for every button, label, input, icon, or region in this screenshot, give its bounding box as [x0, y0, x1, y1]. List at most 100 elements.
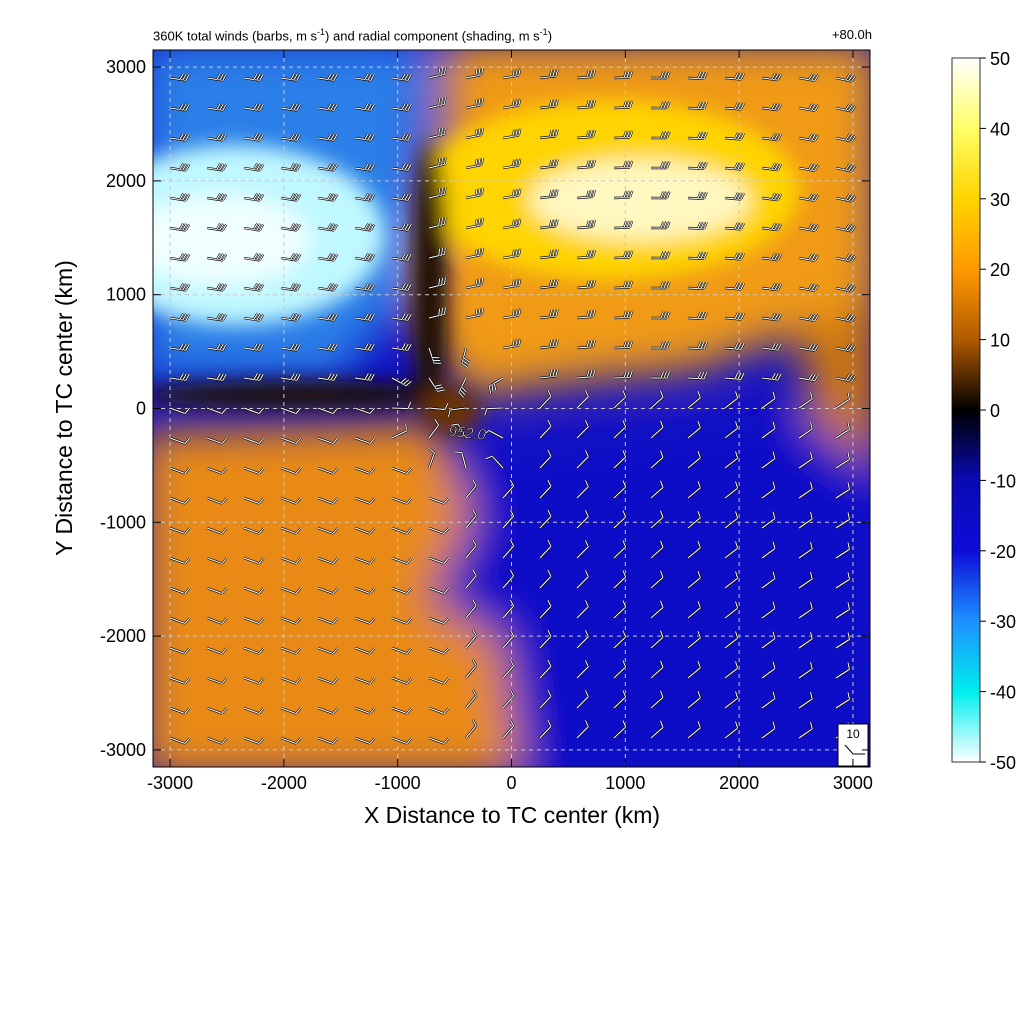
wind-barb [724, 601, 739, 619]
wind-barb [502, 188, 522, 200]
wind-barb [613, 690, 627, 709]
wind-barb [206, 372, 228, 382]
wind-barb [539, 369, 559, 380]
wind-barb [539, 629, 552, 649]
wind-barb [206, 312, 228, 322]
wind-barb [576, 159, 596, 170]
wind-barb [206, 436, 228, 445]
wind-barb [798, 391, 814, 409]
wind-barb [280, 222, 302, 232]
wind-barb [761, 511, 776, 529]
wind-barb [724, 282, 745, 291]
wind-barb [169, 526, 191, 535]
wind-barb [761, 721, 776, 739]
wind-barb [243, 466, 265, 475]
wind-barb [317, 162, 339, 172]
wind-barb [354, 466, 376, 475]
colorbar: 50 40 30 20 10 0 -10 -20 -30 -40 -50 [951, 49, 1016, 773]
colorbar-tick-label: -20 [990, 542, 1016, 562]
wind-barb [798, 721, 814, 739]
wind-barb [761, 162, 783, 172]
wind-barb [724, 372, 745, 381]
wind-barb [391, 556, 413, 565]
wind-barb [280, 736, 302, 745]
wind-barb [835, 602, 851, 620]
wind-barb [317, 556, 339, 565]
wind-barb [280, 102, 302, 112]
wind-barb [724, 451, 739, 469]
wind-barb [280, 372, 302, 382]
wind-barb [650, 540, 665, 559]
wind-barb [243, 252, 265, 262]
wind-barb [835, 422, 851, 440]
wind-barb [243, 436, 265, 445]
wind-barb [613, 450, 627, 469]
wind-barb [539, 719, 552, 739]
wind-barb [835, 283, 857, 293]
wind-barb [243, 526, 265, 535]
wind-barb [354, 102, 376, 112]
wind-barb [613, 510, 627, 529]
wind-barb [243, 496, 265, 505]
wind-barb [280, 526, 302, 535]
wind-barb [502, 629, 515, 649]
y-tick-label: 0 [136, 399, 146, 419]
wind-barb [280, 312, 302, 322]
wind-barb [428, 217, 447, 230]
y-tick-label: 2000 [106, 171, 146, 191]
wind-barb [539, 599, 552, 619]
wind-barb [280, 342, 302, 352]
wind-barb [650, 390, 665, 409]
wind-barb [391, 252, 413, 262]
wind-barb [243, 132, 265, 142]
wind-barb [317, 132, 339, 142]
wind-barb [724, 252, 745, 261]
wind-barb [798, 103, 820, 112]
wind-barb [835, 452, 851, 470]
wind-barb [206, 616, 228, 625]
wind-barb [650, 630, 665, 649]
wind-barb [391, 676, 413, 685]
wind-barb [724, 342, 745, 351]
wind-barb [391, 616, 413, 625]
wind-barb [354, 162, 376, 172]
wind-barb [280, 132, 302, 142]
wind-barb [613, 310, 634, 320]
wind-barb [650, 131, 671, 140]
shading-field [153, 50, 870, 767]
wind-barb [539, 189, 559, 200]
wind-barb [460, 347, 470, 369]
wind-barb [687, 690, 702, 709]
colorbar-tick-label: 40 [990, 119, 1010, 139]
wind-barb [502, 278, 522, 290]
wind-barb [650, 101, 671, 110]
wind-barb [798, 223, 820, 232]
wind-barb [724, 192, 745, 201]
x-tick-label: 2000 [719, 773, 759, 793]
wind-barb [243, 102, 265, 112]
wind-barb [354, 646, 376, 655]
wind-barb [650, 161, 671, 170]
wind-barb [428, 646, 450, 655]
x-tick-label: 0 [506, 773, 516, 793]
wind-barb [391, 586, 413, 595]
wind-barb [539, 419, 552, 439]
wind-barb [687, 311, 708, 320]
wind-barb [687, 371, 708, 380]
wind-barb [539, 129, 559, 140]
wind-barb [687, 720, 702, 739]
wind-barb [280, 676, 302, 685]
wind-barb [280, 282, 302, 292]
wind-barb [687, 221, 708, 230]
wind-barb [650, 371, 671, 380]
wind-barb [724, 132, 745, 141]
shading-peak-inflow-core [153, 195, 310, 285]
wind-barb [798, 193, 820, 202]
barb-reference-label: 10 [846, 727, 860, 741]
wind-barb [169, 616, 191, 625]
wind-barb [687, 420, 702, 439]
wind-barb [391, 102, 413, 112]
wind-barb [169, 372, 191, 382]
wind-barb [761, 372, 783, 382]
